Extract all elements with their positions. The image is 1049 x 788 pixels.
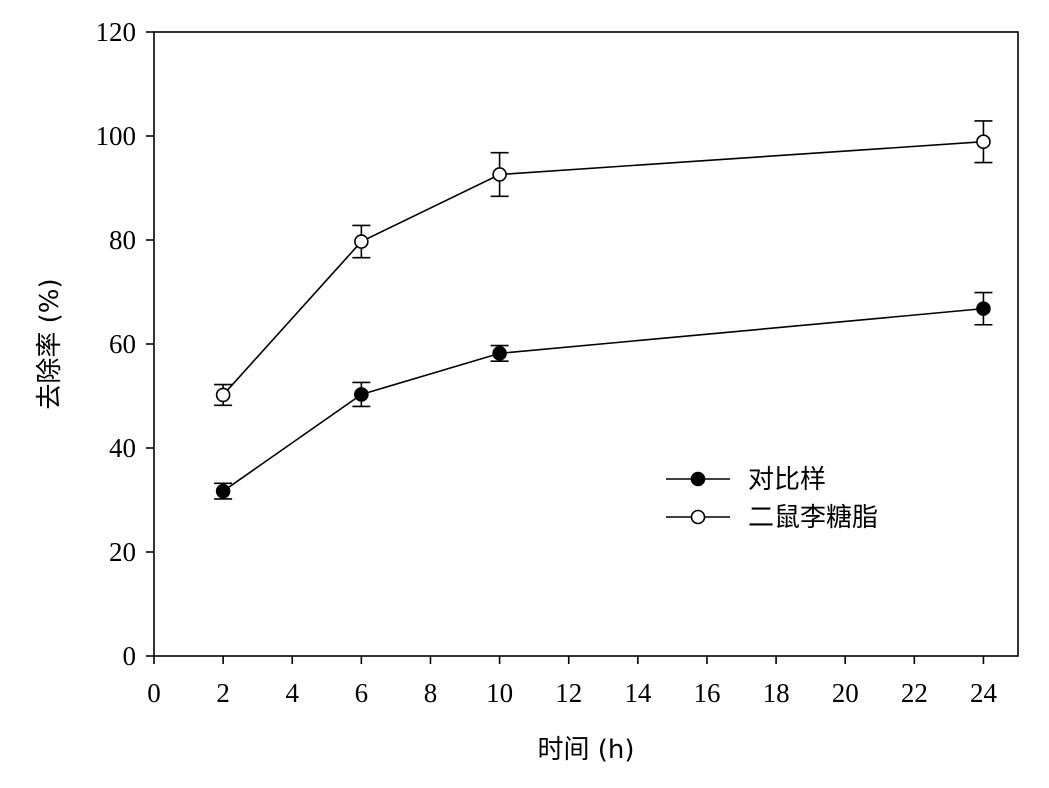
legend-label: 对比样 <box>748 465 826 495</box>
legend-marker <box>690 509 706 525</box>
data-point <box>354 234 369 249</box>
y-tick-label: 0 <box>123 641 137 671</box>
legend-item: 二鼠李糖脂 <box>666 503 878 533</box>
x-tick-label: 8 <box>424 678 438 708</box>
x-tick-label: 14 <box>624 678 652 708</box>
x-tick-label: 4 <box>285 678 299 708</box>
x-tick-label: 0 <box>147 678 161 708</box>
series-1 <box>214 291 993 500</box>
x-axis: 0 2 4 6 8 10 12 14 16 18 20 22 24 <box>147 656 997 708</box>
data-point <box>215 387 231 403</box>
data-point <box>215 483 231 499</box>
series-line <box>222 307 984 492</box>
plot-frame <box>153 31 1019 657</box>
y-tick-label: 80 <box>109 225 136 255</box>
series-layer <box>214 120 993 500</box>
data-point <box>976 134 991 150</box>
series-2 <box>214 120 993 407</box>
x-tick-label: 10 <box>486 678 513 708</box>
data-point <box>976 301 991 316</box>
x-tick-label: 24 <box>970 678 998 708</box>
x-tick-label: 6 <box>355 678 369 708</box>
y-tick-label: 120 <box>96 17 137 47</box>
y-tick-label: 100 <box>96 121 137 151</box>
y-axis: 0 20 40 60 80 100 120 <box>96 17 154 671</box>
y-tick-label: 20 <box>109 537 136 567</box>
x-tick-label: 16 <box>693 678 720 708</box>
y-axis-title: 去除率 (%) <box>35 278 65 409</box>
x-tick-label: 12 <box>555 678 582 708</box>
data-point <box>492 167 507 182</box>
data-point <box>354 387 369 402</box>
plot-border <box>153 31 1019 657</box>
y-tick-label: 60 <box>109 329 136 359</box>
legend-marker <box>690 471 706 487</box>
series-line <box>222 140 984 396</box>
legend-item: 对比样 <box>666 465 826 495</box>
x-axis-title: 时间 (h) <box>537 735 634 765</box>
y-tick-label: 40 <box>109 433 136 463</box>
legend-label: 二鼠李糖脂 <box>748 503 878 533</box>
x-tick-label: 20 <box>832 678 859 708</box>
data-point <box>492 346 507 361</box>
x-tick-label: 18 <box>763 678 790 708</box>
x-tick-label: 22 <box>901 678 928 708</box>
x-tick-label: 2 <box>216 678 230 708</box>
